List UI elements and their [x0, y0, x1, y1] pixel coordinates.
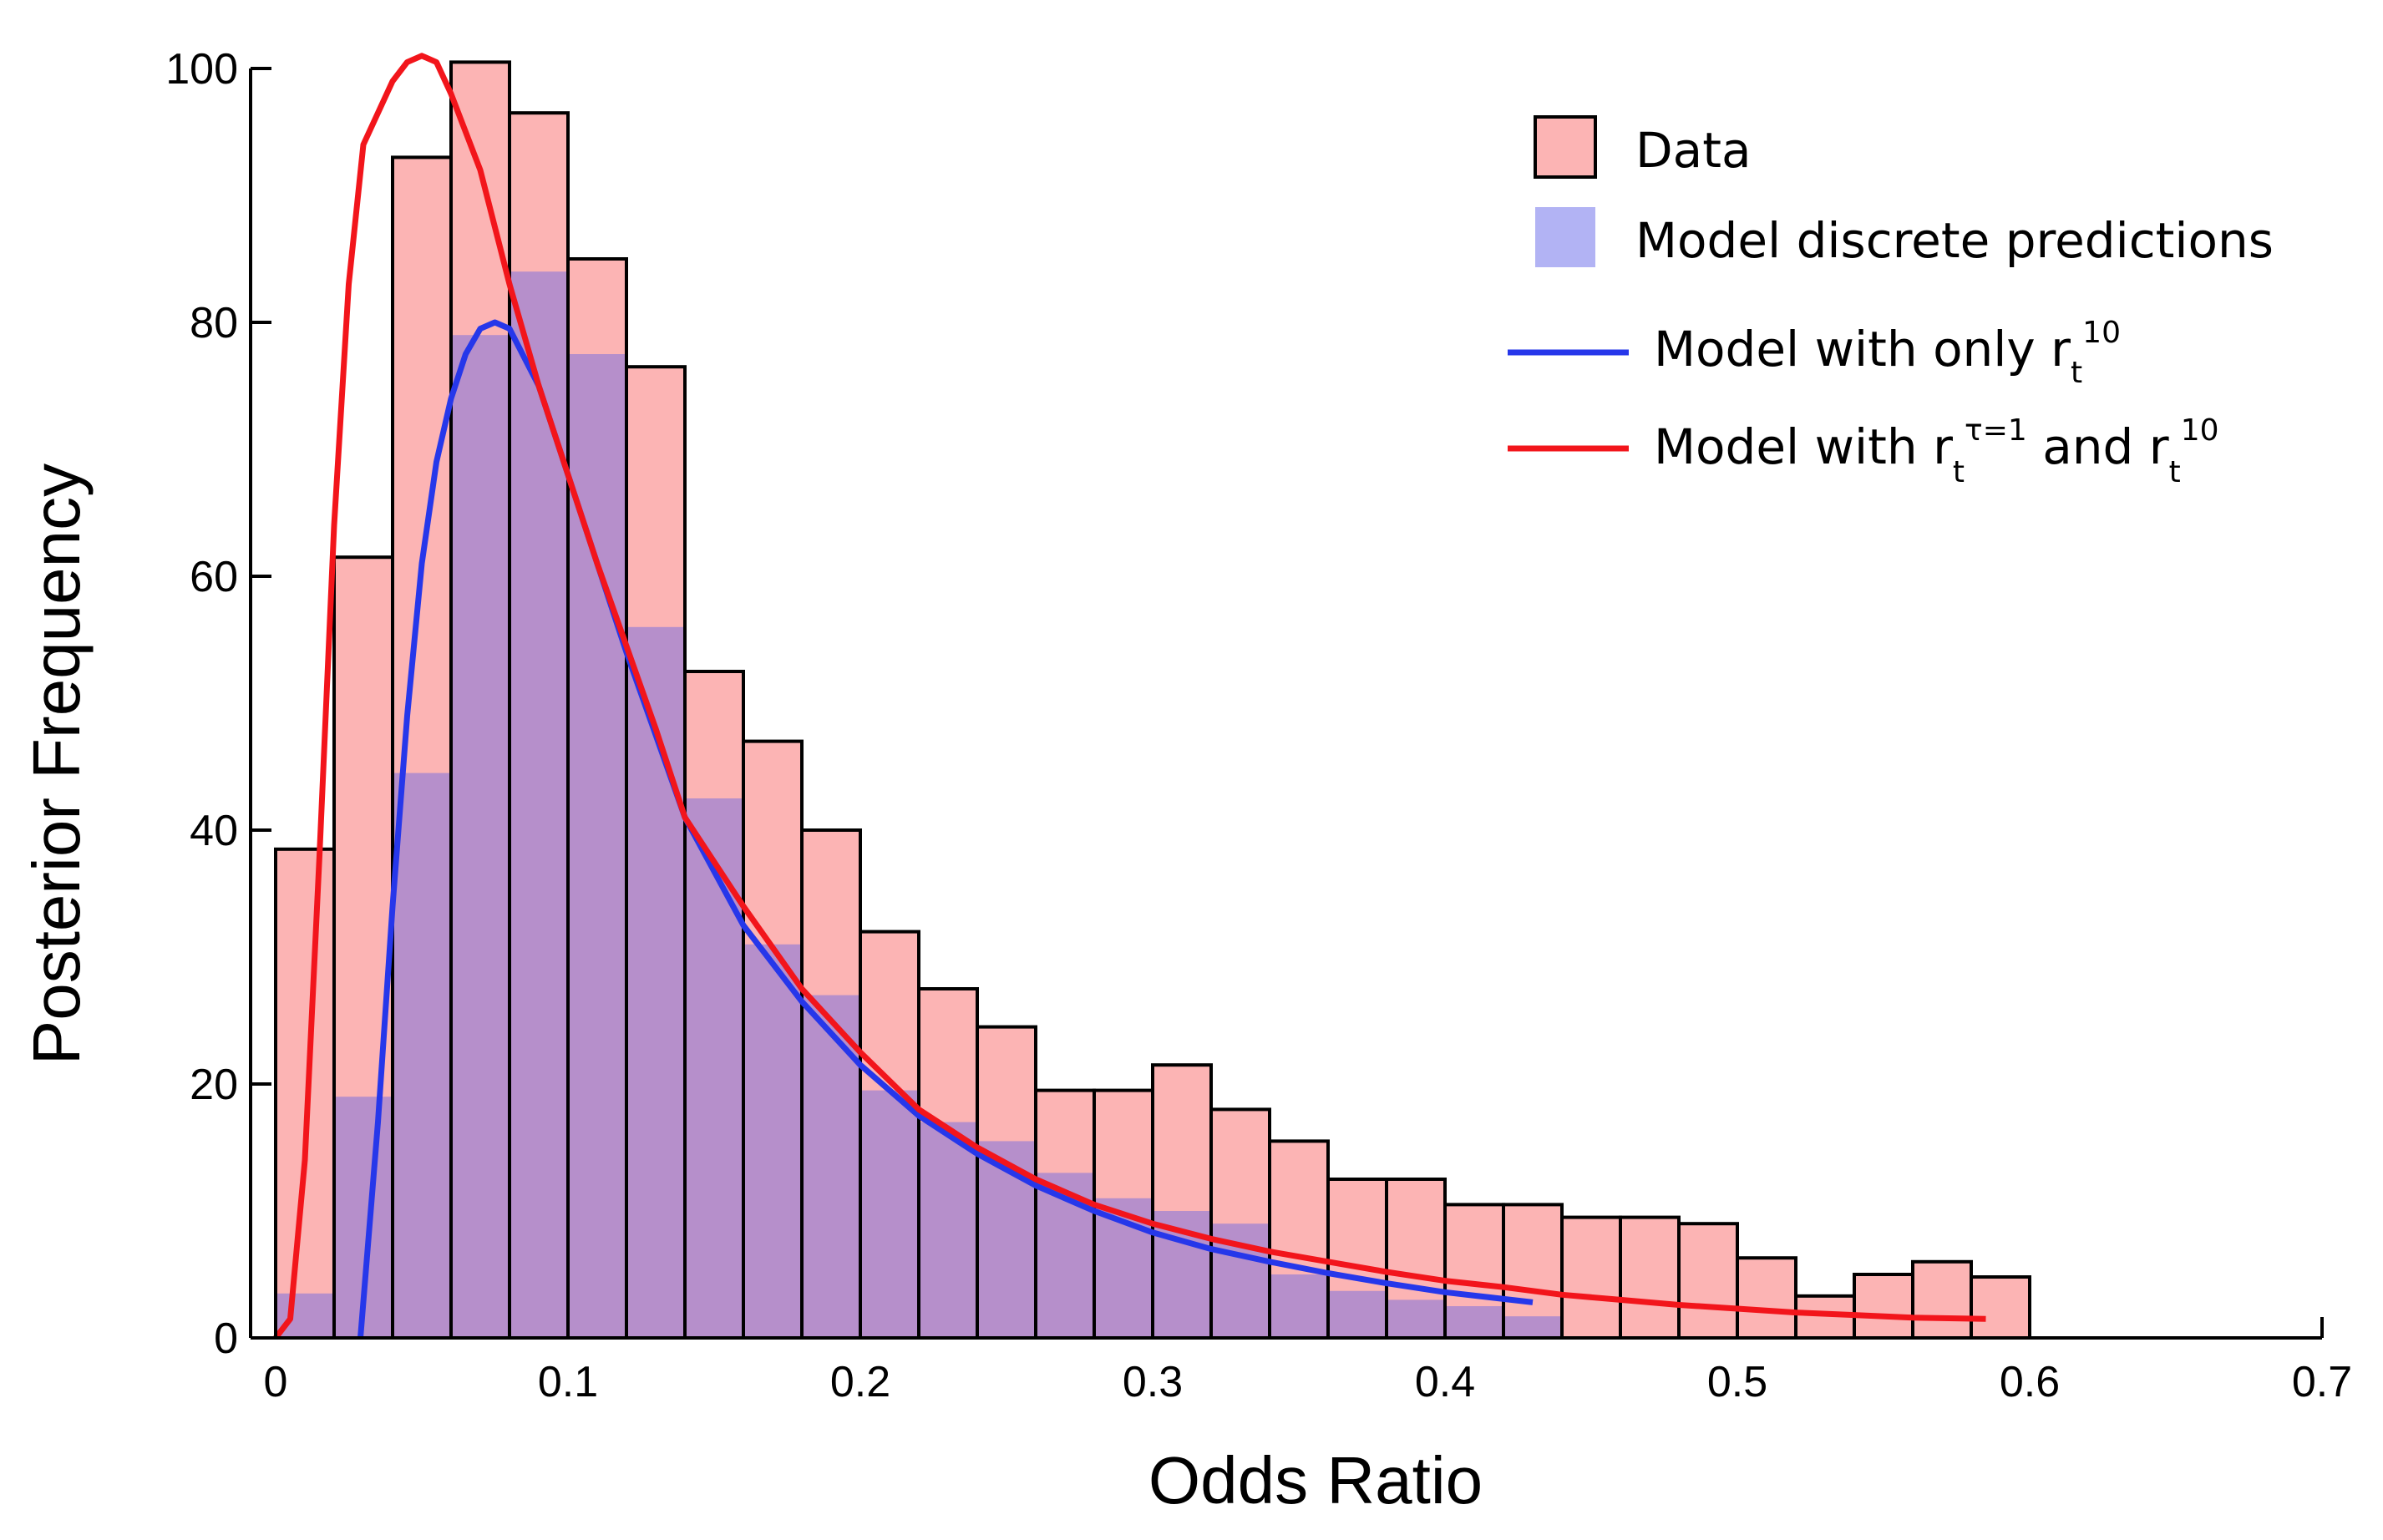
x-ticks-group: 0 0.1 0.2 0.3 0.4 0.5 0.6 0.7 — [264, 1317, 2352, 1406]
legend-red-sup1: τ=1 — [1965, 413, 2027, 448]
data-bar — [1679, 1223, 1737, 1338]
data-bar — [276, 849, 334, 1338]
legend: Data Model discrete predictions Model wi… — [1508, 115, 2274, 489]
x-tick-label: 0.2 — [830, 1358, 890, 1406]
model-discrete-bar — [626, 626, 685, 1338]
data-bar — [1620, 1217, 1679, 1338]
model-discrete-bar — [276, 1293, 334, 1338]
model-discrete-bar — [743, 944, 802, 1338]
y-axis-title: Posterior Frequency — [19, 464, 94, 1065]
data-bar — [1971, 1277, 2030, 1338]
y-tick-label: 60 — [190, 553, 238, 601]
data-bar — [1503, 1204, 1562, 1338]
x-tick-label: 0.4 — [1415, 1358, 1475, 1406]
legend-blue-prefix: Model with only r — [1654, 321, 2071, 377]
y-tick-label: 80 — [190, 299, 238, 347]
model-discrete-bar — [1387, 1299, 1445, 1338]
legend-model-discrete-swatch — [1535, 207, 1595, 267]
data-bar — [1737, 1258, 1796, 1338]
y-ticks-group: 0 20 40 60 80 100 — [165, 45, 271, 1363]
model-discrete-bar — [1328, 1290, 1387, 1338]
model-discrete-bar — [1503, 1316, 1562, 1338]
data-bar — [1854, 1274, 1913, 1338]
x-tick-label: 0.6 — [2000, 1358, 2060, 1406]
x-tick-label: 0.3 — [1123, 1358, 1183, 1406]
y-tick-label: 40 — [190, 807, 238, 855]
legend-red-label: Model with rtτ=1 and rt10 — [1654, 413, 2219, 489]
x-tick-label: 0 — [264, 1358, 288, 1406]
x-axis-title: Odds Ratio — [1148, 1443, 1483, 1517]
x-tick-label: 0.1 — [538, 1358, 598, 1406]
y-tick-label: 100 — [165, 45, 238, 94]
legend-red-sub1: t — [1953, 455, 1965, 489]
red-model-curve — [273, 53, 1986, 1340]
legend-blue-sup: 10 — [2082, 316, 2121, 350]
model-discrete-bar — [860, 1090, 919, 1338]
model-discrete-bar — [1270, 1274, 1328, 1338]
legend-red-sup2: 10 — [2181, 413, 2219, 448]
legend-model-discrete-label: Model discrete predictions — [1635, 212, 2274, 269]
legend-blue-sub: t — [2071, 356, 2082, 390]
model-discrete-bar — [685, 798, 743, 1338]
legend-blue-label: Model with only rt10 — [1654, 316, 2121, 390]
data-bar — [1913, 1261, 1971, 1338]
legend-red-sub2: t — [2169, 455, 2181, 489]
y-tick-label: 0 — [214, 1315, 238, 1363]
legend-red-mid: and r — [2027, 418, 2169, 475]
model-discrete-bar — [510, 271, 568, 1339]
model-discrete-bar — [1445, 1306, 1503, 1338]
model-discrete-bar — [919, 1122, 977, 1338]
y-tick-label: 20 — [190, 1061, 238, 1109]
legend-data-label: Data — [1635, 122, 1752, 179]
x-tick-label: 0.7 — [2292, 1358, 2352, 1406]
model-discrete-bar — [451, 335, 510, 1339]
model-curves-group — [273, 53, 1986, 1340]
data-bar — [1562, 1217, 1620, 1338]
x-tick-label: 0.5 — [1707, 1358, 1767, 1406]
model-discrete-bar — [393, 773, 451, 1338]
legend-data-swatch — [1534, 115, 1597, 179]
legend-red-prefix: Model with r — [1654, 418, 1953, 475]
axes — [249, 68, 2322, 1340]
model-discrete-bar — [568, 354, 626, 1338]
